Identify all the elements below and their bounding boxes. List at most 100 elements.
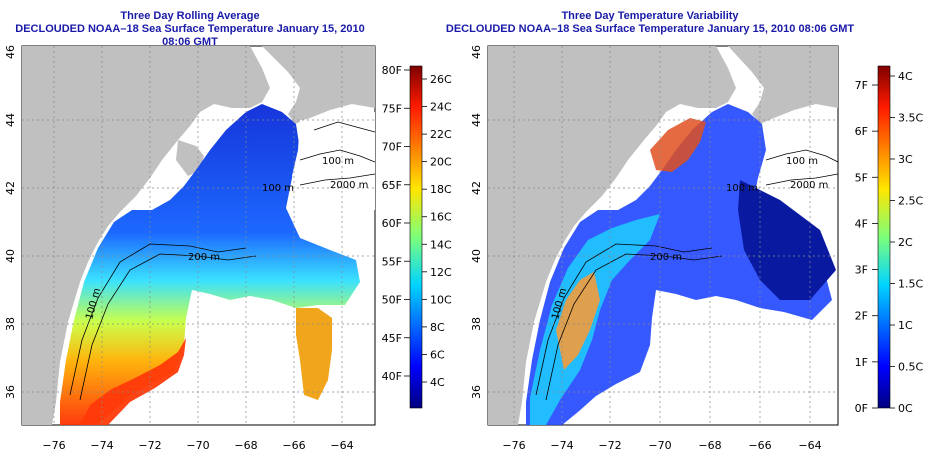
left-x-tick: −76 [42,439,65,452]
colorbar-label: 70F [382,141,402,154]
left-map-title: Three Day Rolling Average DECLOUDED NOAA… [0,10,380,49]
right-y-tick: 46 [470,45,483,59]
left-sst-field [60,104,360,425]
right-title-line2: DECLOUDED NOAA–18 Sea Surface Temperatur… [445,23,855,35]
left-y-tick: 40 [4,249,17,263]
colorbar-label: 26C [430,73,452,86]
left-x-tick: −64 [330,439,353,452]
right-variability-high-shelf [556,272,600,370]
right-x-tick: −64 [798,439,821,452]
colorbar-label: 8C [430,321,445,334]
colorbar-label: 4C [430,376,445,389]
colorbar-label: 20C [430,156,452,169]
right-variability-low-east [738,180,836,300]
right-map-title: Three Day Temperature Variability DECLOU… [440,10,860,36]
colorbar-label: 60F [382,217,402,230]
left-y-tick: 42 [4,181,17,195]
colorbar-label: 55F [382,255,402,268]
right-x-tick: −74 [550,439,573,452]
left-y-tick: 44 [4,113,17,127]
right-y-axis: 36 38 40 42 44 46 [470,45,483,399]
colorbar-label: 4F [855,217,868,230]
left-contour-label-3: 100 m [262,183,294,194]
left-warm-east-patch [296,308,332,400]
left-y-tick: 36 [4,385,17,399]
colorbar-label: 14C [430,238,452,251]
right-colorbar: 7F 6F 5F 4F 3F 2F 1F 0F 4C 3.5C 3C 2.5C 2C 1.5C 1C 0.5… [855,65,923,415]
left-land-nova-scotia [262,46,375,124]
colorbar-label: 12C [430,266,452,279]
right-title-line1: Three Day Temperature Variability [561,10,739,22]
left-contour-label-4: 200 m [188,252,220,263]
left-contour-label-1: 100 m [322,156,354,167]
colorbar-label: 5F [855,171,868,184]
colorbar-label: 3.5C [898,112,923,125]
right-variability-shelf [530,214,660,425]
right-x-axis: −76 −74 −72 −70 −68 −66 −64 [502,439,821,452]
colorbar-label: 18C [430,183,452,196]
colorbar-label: 45F [382,332,402,345]
left-warm-gulfstream [80,338,186,425]
left-y-tick: 38 [4,317,17,331]
colorbar-label: 0.5C [898,361,923,374]
right-x-tick: −70 [648,439,671,452]
left-land-cape-cod [176,140,204,176]
right-contour-label-1: 100 m [786,156,818,167]
colorbar-label: 40F [382,370,402,383]
left-x-tick: −68 [234,439,257,452]
colorbar-label: 3F [855,264,868,277]
colorbar-label: 22C [430,128,452,141]
colorbar-label: 1F [855,356,868,369]
right-y-tick: 44 [470,113,483,127]
colorbar-label: 16C [430,211,452,224]
left-title-line2: DECLOUDED NOAA–18 Sea Surface Temperatur… [15,23,365,48]
colorbar-label: 3C [898,153,913,166]
right-y-tick: 36 [470,385,483,399]
right-y-tick: 40 [470,249,483,263]
colorbar-label: 6F [855,125,868,138]
colorbar-label: 1.5C [898,278,923,291]
colorbar-label: 6C [430,348,445,361]
colorbar-label: 80F [382,64,402,77]
left-map: 100 m 2000 m 100 m 200 m 100 m −76 −74 −… [4,45,452,452]
right-variability-field [526,104,832,425]
right-map: 100 m 2000 m 100 m 200 m 100 m −76 −74 −… [470,45,923,452]
right-land-us-coast [488,46,736,425]
left-colorbar: 80F 75F 70F 65F 60F 55F 50F 45F 40F 26C 24C 22C 20C… [382,64,452,409]
colorbar-label: 0F [855,402,868,415]
colorbar-label: 0C [898,402,913,415]
left-contour-label-2: 2000 m [330,180,368,191]
colorbar-label: 7F [855,79,868,92]
colorbar-label: 10C [430,293,452,306]
colorbar-label: 50F [382,294,402,307]
left-x-tick: −72 [138,439,161,452]
left-x-tick: −66 [282,439,305,452]
left-x-axis: −76 −74 −72 −70 −68 −66 −64 [42,439,353,452]
left-y-tick: 46 [4,45,17,59]
colorbar-label: 2C [898,236,913,249]
right-x-tick: −72 [598,439,621,452]
right-contour-label-3: 100 m [726,183,758,194]
colorbar-label: 2F [855,310,868,323]
right-y-tick: 38 [470,317,483,331]
colorbar-label: 65F [382,179,402,192]
colorbar-label: 24C [430,101,452,114]
left-x-tick: −70 [186,439,209,452]
colorbar-label: 1C [898,319,913,332]
left-nodata-gulf-of-maine [292,112,375,210]
right-x-tick: −66 [748,439,771,452]
left-y-axis: 36 38 40 42 44 46 [4,45,17,399]
colorbar-label: 4C [898,70,913,83]
colorbar-label: 2.5C [898,195,923,208]
colorbar-label: 75F [382,102,402,115]
right-contour-label-4: 200 m [650,252,682,263]
left-land-us-coast [22,46,270,425]
right-land-nova-scotia [728,46,838,124]
right-variability-high-gom [650,118,706,172]
left-title-line1: Three Day Rolling Average [120,10,260,22]
right-y-tick: 42 [470,181,483,195]
right-x-tick: −76 [502,439,525,452]
right-x-tick: −68 [698,439,721,452]
right-contour-label-2: 2000 m [790,180,828,191]
